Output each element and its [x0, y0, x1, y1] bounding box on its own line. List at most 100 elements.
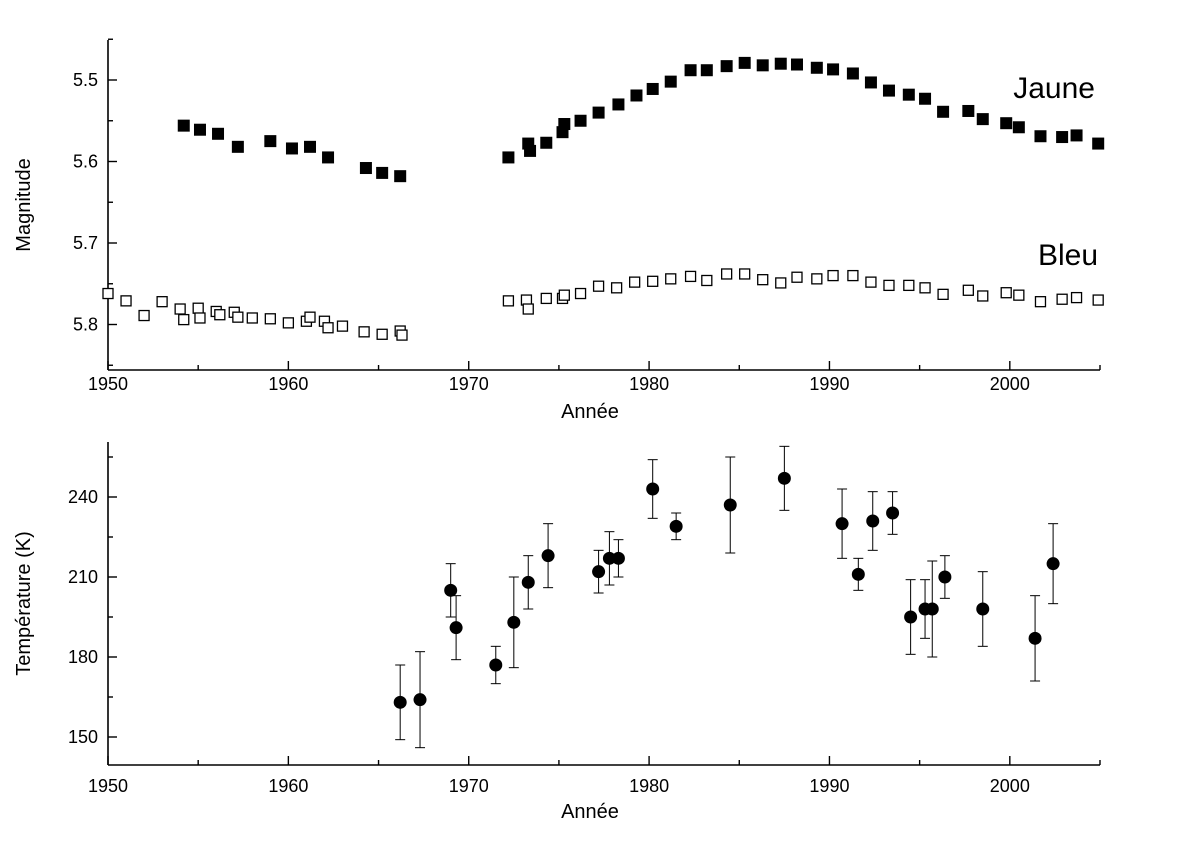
data-point [322, 322, 334, 334]
data-point [540, 292, 552, 305]
data-point [1070, 129, 1083, 142]
data-point [938, 570, 952, 584]
data-point [669, 519, 683, 533]
data-point [304, 311, 316, 323]
series-label-bleu: Bleu [1038, 239, 1098, 272]
x-tick-label: 1990 [809, 776, 849, 796]
series-label-jaune: Jaune [1013, 72, 1095, 105]
data-point [790, 58, 803, 71]
data-point [723, 498, 737, 512]
data-point [756, 59, 769, 72]
y-tick-label: 5.8 [73, 315, 98, 335]
data-point [489, 658, 503, 672]
data-point [977, 290, 989, 302]
data-point [449, 621, 463, 635]
x-tick-label: 1980 [629, 374, 669, 394]
series-bleu [102, 268, 1104, 341]
data-point [835, 517, 849, 531]
data-point [264, 135, 277, 148]
data-point [864, 76, 877, 89]
data-point [502, 151, 515, 164]
y-tick-label: 180 [68, 647, 98, 667]
data-point [120, 295, 132, 307]
data-point [502, 295, 515, 307]
data-point [231, 140, 244, 153]
data-point [612, 98, 625, 111]
data-point [610, 282, 623, 294]
y-tick-label: 5.5 [73, 70, 98, 90]
data-point [304, 140, 317, 153]
magnitude-plot: 1950 1960 1970 1980 1990 2000 5.5 5.6 5.7 5.8 Anné… [13, 38, 1105, 423]
data-point [214, 309, 226, 321]
data-point [396, 329, 408, 341]
y-tick-label: 150 [68, 727, 98, 747]
data-point [937, 105, 950, 118]
data-point [646, 482, 660, 496]
data-point [976, 602, 990, 616]
data-point [1056, 131, 1069, 144]
x-axis-title: Année [561, 401, 619, 423]
data-point [602, 551, 616, 565]
y-tick-label: 210 [68, 567, 98, 587]
data-point [720, 268, 733, 280]
data-point [336, 320, 349, 332]
data-point [904, 610, 918, 624]
data-point [358, 326, 370, 338]
data-point [178, 313, 190, 326]
data-point [777, 471, 791, 485]
x-tick-label: 2000 [990, 776, 1030, 796]
data-point [1056, 293, 1068, 305]
data-point [376, 328, 388, 340]
data-point [393, 695, 407, 709]
data-point [359, 162, 372, 175]
data-point [847, 269, 859, 282]
data-point [1092, 137, 1105, 150]
data-point [1000, 287, 1012, 299]
data-point [866, 514, 880, 528]
data-point [925, 602, 939, 616]
x-tick-label: 1960 [268, 374, 308, 394]
data-point [558, 289, 570, 301]
data-point [1046, 557, 1060, 571]
data-point [630, 89, 643, 102]
x-tick-label: 1970 [449, 374, 489, 394]
data-point [592, 280, 605, 292]
x-tick-label: 1990 [809, 374, 849, 394]
x-tick-label: 1950 [88, 776, 128, 796]
data-point [827, 269, 839, 282]
data-point [919, 282, 931, 294]
data-point [1000, 117, 1013, 130]
data-point [1028, 631, 1042, 645]
data-point [558, 118, 571, 131]
x-tick-label: 1970 [449, 776, 489, 796]
data-point [1034, 296, 1047, 308]
data-point [700, 64, 713, 77]
data-point [684, 64, 697, 77]
data-point [811, 273, 823, 285]
data-point [394, 170, 407, 183]
data-point [194, 312, 206, 324]
data-point [285, 142, 298, 155]
x-tick-label: 2000 [990, 374, 1030, 394]
data-point [102, 287, 114, 300]
data-point [376, 166, 389, 179]
y-tick-label: 5.6 [73, 152, 98, 172]
data-point [156, 296, 168, 308]
data-point [193, 123, 206, 136]
x-axis-title: Année [561, 801, 619, 823]
data-point [1092, 294, 1104, 306]
x-tick-label: 1980 [629, 776, 669, 796]
data-point [524, 144, 537, 157]
data-point [919, 92, 932, 105]
data-point [937, 288, 949, 300]
data-point [444, 583, 458, 597]
data-point [232, 311, 244, 323]
data-point [846, 67, 859, 80]
data-point [902, 88, 915, 101]
y-axis-title: Magnitude [13, 158, 35, 251]
data-point [886, 506, 900, 520]
data-point [791, 271, 803, 283]
data-point [574, 287, 587, 300]
data-point [775, 277, 787, 289]
